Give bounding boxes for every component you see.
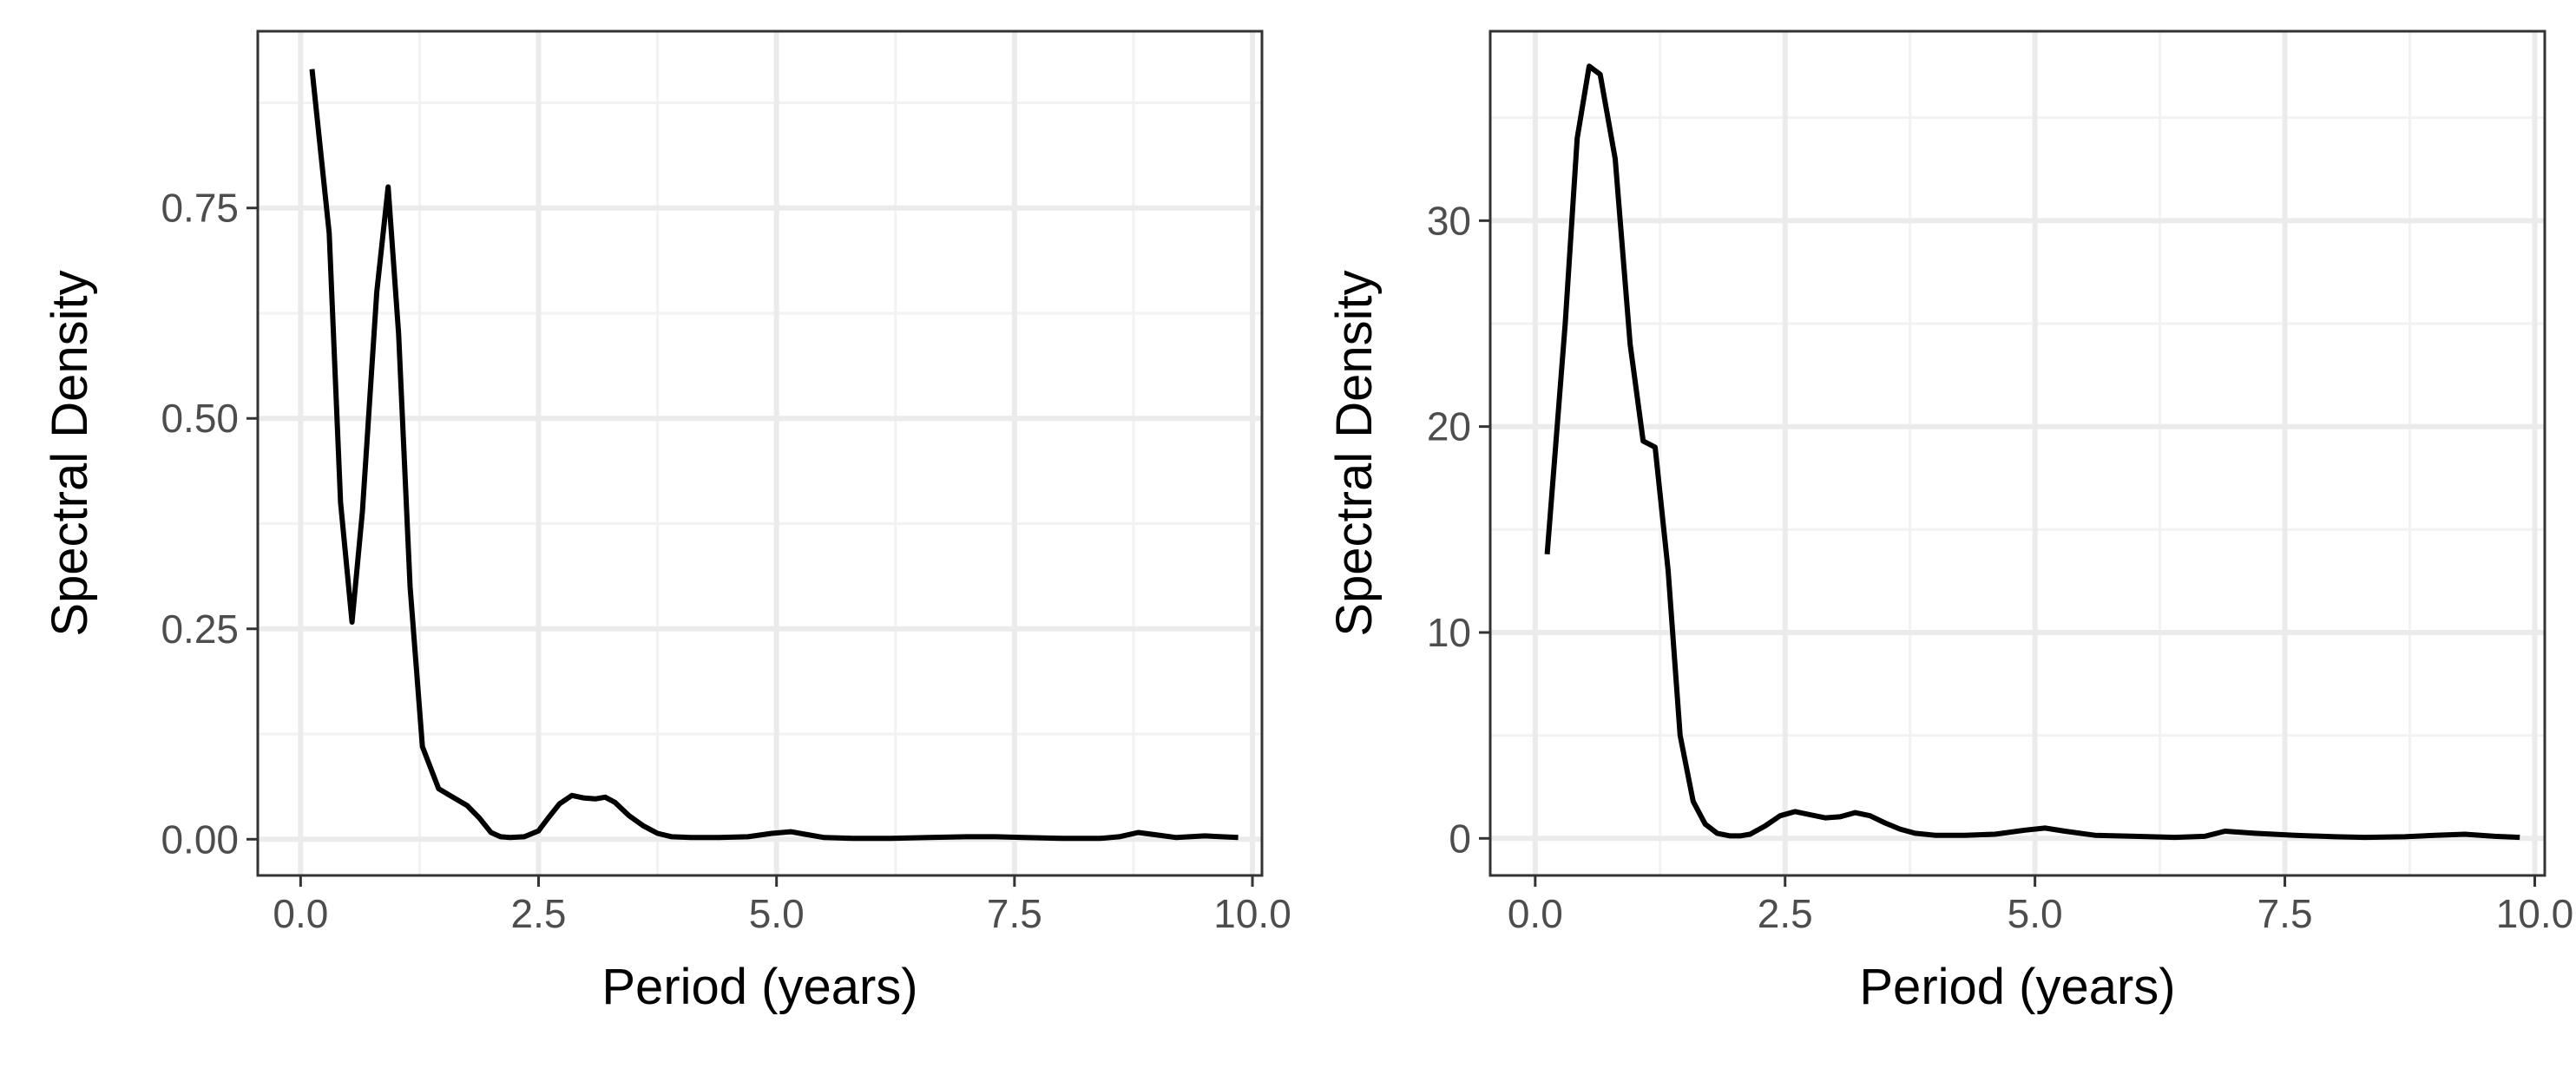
right-x-tick-label: 10.0 bbox=[2496, 891, 2574, 936]
left-x-tick-label: 0.0 bbox=[273, 891, 328, 936]
right-x-tick-label: 0.0 bbox=[1508, 891, 1563, 936]
right-y-axis-title: Spectral Density bbox=[1326, 270, 1383, 636]
left-y-tick-label: 0.25 bbox=[161, 606, 239, 652]
right-y-tick-label: 30 bbox=[1427, 198, 1471, 243]
right-x-tick-label: 5.0 bbox=[2008, 891, 2063, 936]
left-y-axis-title: Spectral Density bbox=[42, 270, 98, 636]
right-chart-panel: 0.0 2.5 5.0 7.5 10.0 0 10 20 30 Period (years) Spe… bbox=[1326, 29, 2574, 1015]
right-series-line-0 bbox=[1544, 63, 2520, 841]
left-chart-panel: 0.0 2.5 5.0 7.5 10.0 0.00 0.25 0.50 0.75 Period (… bbox=[42, 29, 1291, 1015]
left-y-tick-label: 0.00 bbox=[161, 816, 239, 862]
left-y-tick-label: 0.50 bbox=[161, 396, 239, 441]
left-y-tick-label: 0.75 bbox=[161, 186, 239, 231]
left-panel-border bbox=[256, 29, 1264, 877]
left-x-tick-label: 7.5 bbox=[987, 891, 1042, 936]
left-x-tick-label: 10.0 bbox=[1213, 891, 1291, 936]
right-y-tick-label: 0 bbox=[1449, 816, 1471, 861]
right-plot-area bbox=[1490, 31, 2545, 875]
right-y-tick-label: 20 bbox=[1427, 404, 1471, 449]
right-x-axis-title: Period (years) bbox=[1859, 959, 2175, 1015]
left-plot-area bbox=[258, 31, 1262, 875]
left-x-tick-label: 5.0 bbox=[749, 891, 805, 936]
right-y-tick-label: 10 bbox=[1427, 610, 1471, 655]
right-x-tick-label: 2.5 bbox=[1758, 891, 1813, 936]
left-x-tick-label: 2.5 bbox=[511, 891, 567, 936]
right-x-tick-label: 7.5 bbox=[2257, 891, 2313, 936]
left-series-line-0 bbox=[309, 69, 1239, 842]
right-panel-border bbox=[1488, 29, 2546, 877]
left-x-axis-title: Period (years) bbox=[601, 959, 917, 1015]
